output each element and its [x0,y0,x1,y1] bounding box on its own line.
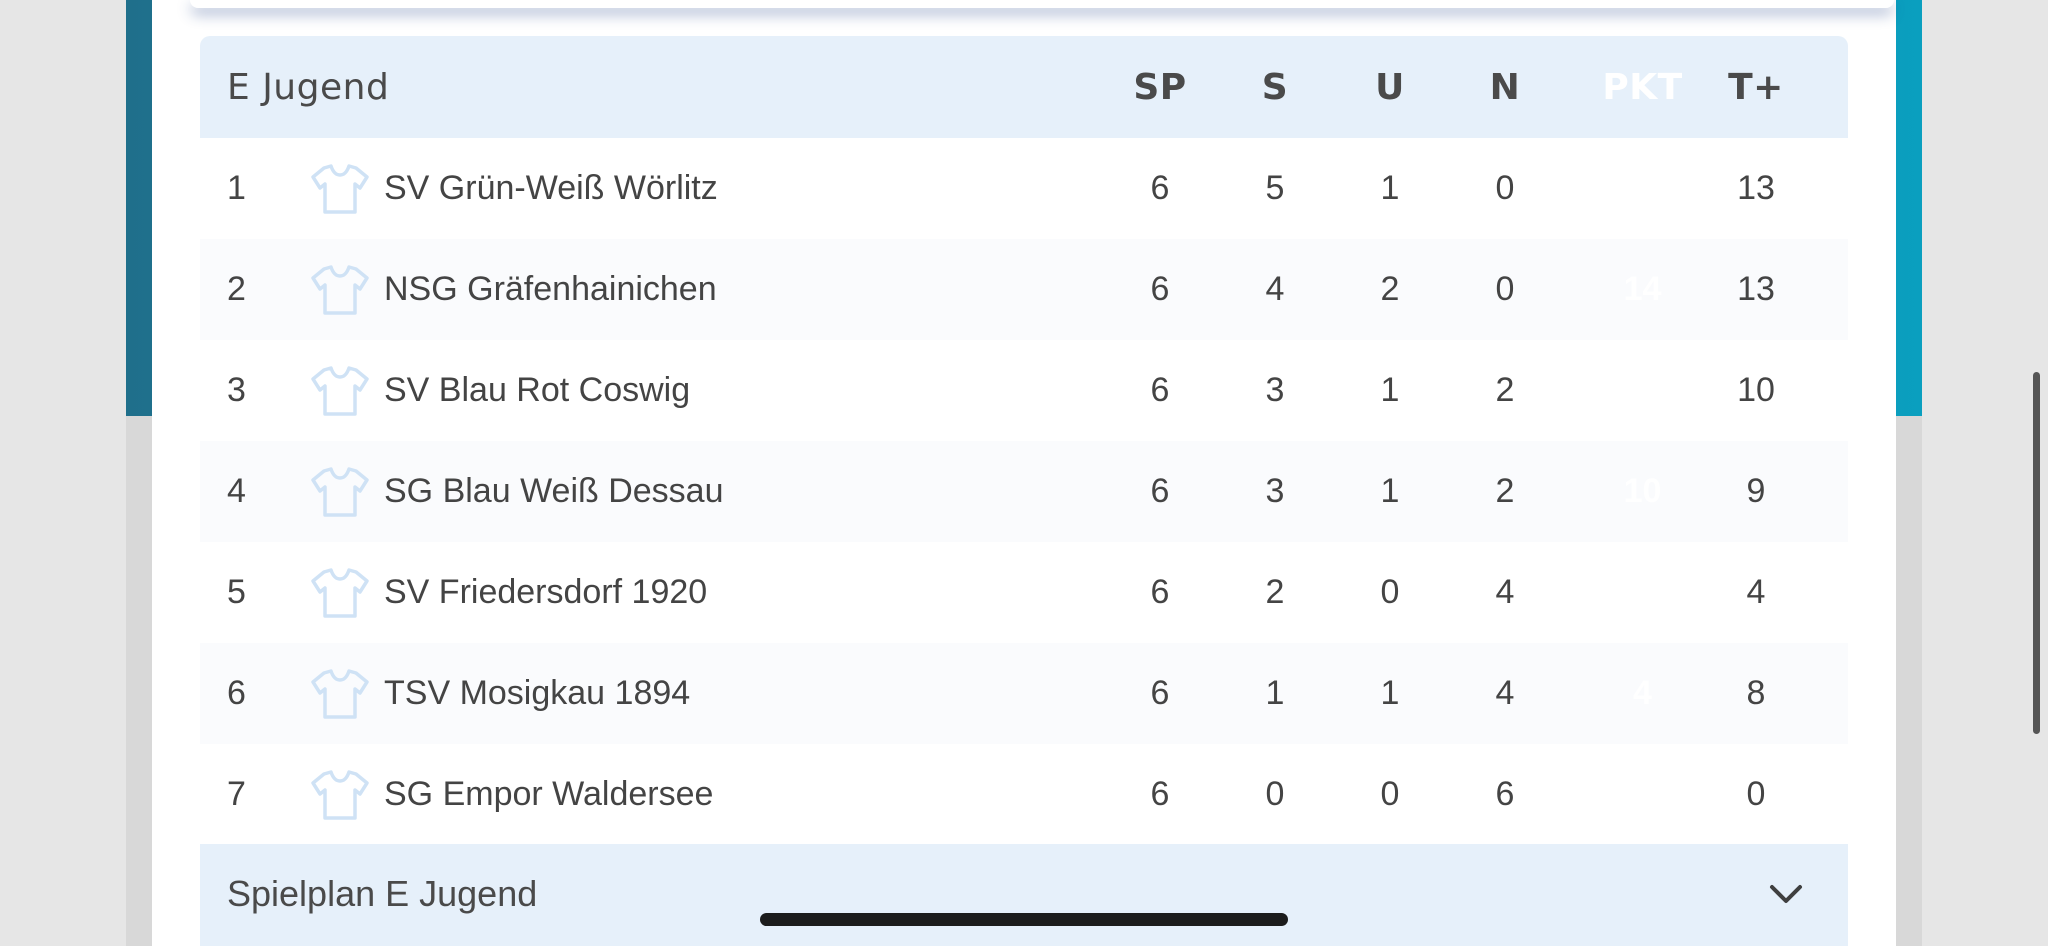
shirt-icon [310,138,370,239]
goals-for-cell: 9 [1746,472,1766,510]
rank-cell: 6 [227,674,246,712]
goals-for-cell: 13 [1737,270,1775,308]
col-header-s: S [1261,66,1289,108]
points-cell: 10 [1623,472,1662,510]
table-row[interactable]: 5SV Friedersdorf 192062046416-12 [200,542,1848,643]
scrollbar[interactable] [2033,372,2040,734]
losses-cell: 2 [1495,472,1515,510]
goals-against-cell: 4 [1821,340,1848,441]
played-cell: 6 [1150,270,1170,308]
rank-cell: 5 [227,573,246,611]
league-title: E Jugend [227,66,390,108]
losses-cell: 4 [1495,573,1515,611]
points-cell: 4 [1633,674,1652,712]
col-header-tplus: T+ [1728,66,1784,108]
shirt-icon [310,643,370,744]
goals-for-cell: 10 [1737,371,1775,409]
wins-cell: 4 [1265,270,1285,308]
goals-for-cell: 13 [1737,169,1775,207]
goals-against-cell: 2 [1821,239,1848,340]
played-cell: 6 [1150,775,1170,813]
played-cell: 6 [1150,573,1170,611]
goals-against-cell: 16 [1821,744,1848,845]
rank-cell: 1 [227,169,246,207]
played-cell: 6 [1150,169,1170,207]
draws-cell: 0 [1380,775,1400,813]
points-cell: 14 [1623,270,1662,308]
team-name: SV Grün-Weiß Wörlitz [384,169,718,207]
col-header-u: U [1375,66,1405,108]
points-cell: 16 [1623,169,1662,207]
team-name: SG Empor Waldersee [384,775,714,813]
wins-cell: 5 [1265,169,1285,207]
points-cell: 0 [1633,775,1652,813]
table-header: E Jugend SP S U N PKT T+ T- TD [200,36,1848,138]
losses-cell: 4 [1495,674,1515,712]
team-name: TSV Mosigkau 1894 [384,674,691,712]
losses-cell: 2 [1495,371,1515,409]
table-row[interactable]: 4SG Blau Weiß Dessau631210954 [200,441,1848,542]
goals-for-cell: 4 [1746,573,1766,611]
chevron-down-icon[interactable] [1758,866,1814,922]
draws-cell: 0 [1380,573,1400,611]
wins-cell: 0 [1265,775,1285,813]
losses-cell: 0 [1495,169,1515,207]
rank-cell: 7 [227,775,246,813]
col-header-pkt: PKT [1602,66,1683,108]
table-row[interactable]: 3SV Blau Rot Coswig6312101046 [200,340,1848,441]
wins-cell: 1 [1265,674,1285,712]
shirt-icon [310,441,370,542]
schedule-label: Spielplan E Jugend [227,873,538,914]
wins-cell: 3 [1265,371,1285,409]
rank-cell: 2 [227,270,246,308]
col-header-sp: SP [1133,66,1187,108]
draws-cell: 2 [1380,270,1400,308]
losses-cell: 0 [1495,270,1515,308]
goals-for-cell: 0 [1746,775,1766,813]
previous-card-edge [190,0,1894,8]
table-row[interactable]: 7SG Empor Waldersee60060016-16 [200,744,1848,845]
team-name: NSG Gräfenhainichen [384,270,717,308]
played-cell: 6 [1150,674,1170,712]
draws-cell: 1 [1380,371,1400,409]
shirt-icon [310,239,370,340]
team-name: SG Blau Weiß Dessau [384,472,724,510]
schedule-toggle[interactable]: Spielplan E Jugend [200,844,1848,946]
standings-table: E Jugend SP S U N PKT T+ T- TD 1 SV Grün-… [200,36,1848,946]
wins-cell: 2 [1265,573,1285,611]
goals-against-cell: 5 [1821,441,1848,542]
points-cell: 6 [1633,573,1652,611]
goals-for-cell: 8 [1746,674,1766,712]
home-indicator [760,913,1288,926]
rank-cell: 4 [227,472,246,510]
draws-cell: 1 [1380,169,1400,207]
shirt-icon [310,542,370,643]
goals-against-cell: 1 [1821,138,1848,239]
played-cell: 6 [1150,472,1170,510]
team-name: SV Blau Rot Coswig [384,371,691,409]
col-header-tminus: T- [1821,36,1848,138]
draws-cell: 1 [1380,674,1400,712]
shirt-icon [310,744,370,845]
shirt-icon [310,340,370,441]
col-header-n: N [1489,66,1521,108]
rank-cell: 3 [227,371,246,409]
table-row[interactable]: 1SV Grün-Weiß Wörlitz65101613112 [200,138,1848,239]
played-cell: 6 [1150,371,1170,409]
losses-cell: 6 [1495,775,1515,813]
points-cell: 10 [1623,371,1662,409]
draws-cell: 1 [1380,472,1400,510]
goals-against-cell: 16 [1821,542,1848,643]
wins-cell: 3 [1265,472,1285,510]
team-name: SV Friedersdorf 1920 [384,573,708,611]
goals-against-cell: 13 [1821,643,1848,744]
